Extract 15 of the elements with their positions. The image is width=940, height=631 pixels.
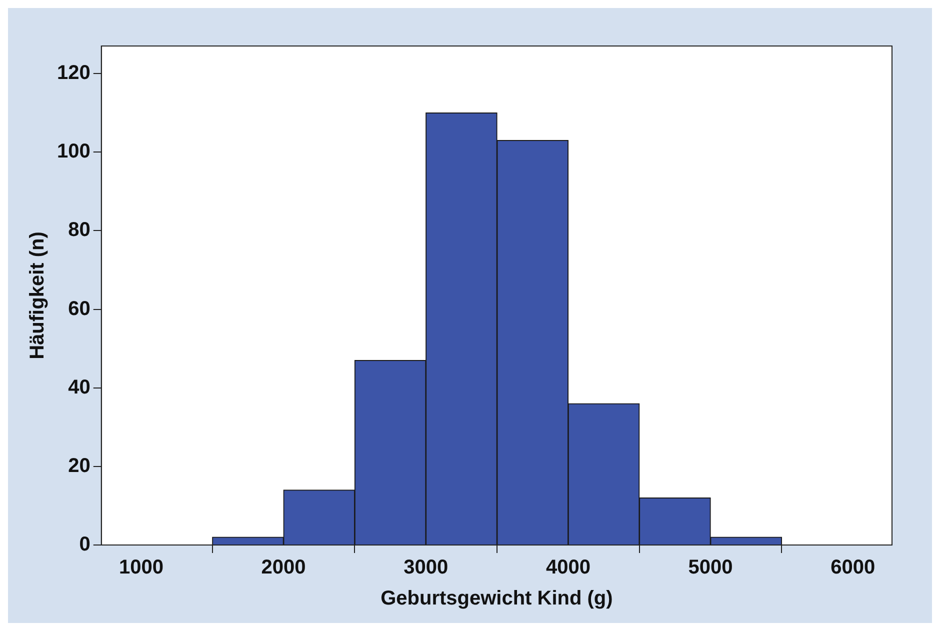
x-tick-label: 4000 — [546, 556, 590, 579]
y-tick-label: 120 — [56, 62, 90, 84]
x-tick-label: 5000 — [688, 556, 733, 579]
y-tick-label: 20 — [68, 454, 90, 477]
y-tick-label: 60 — [68, 298, 90, 320]
y-tick-label: 40 — [68, 376, 90, 398]
x-tick-label: 3000 — [404, 556, 448, 579]
y-tick-label: 80 — [68, 219, 90, 242]
y-tick-label: 100 — [56, 140, 90, 163]
x-tick-label: 1000 — [118, 556, 164, 579]
x-tick-label: 6000 — [830, 556, 876, 579]
x-tick-label: 2000 — [261, 556, 306, 579]
y-tick-label: 0 — [79, 534, 90, 556]
y-axis-title: Häufigkeit (n) — [26, 232, 49, 360]
x-axis-title: Geburtsgewicht Kind (g) — [380, 588, 613, 610]
